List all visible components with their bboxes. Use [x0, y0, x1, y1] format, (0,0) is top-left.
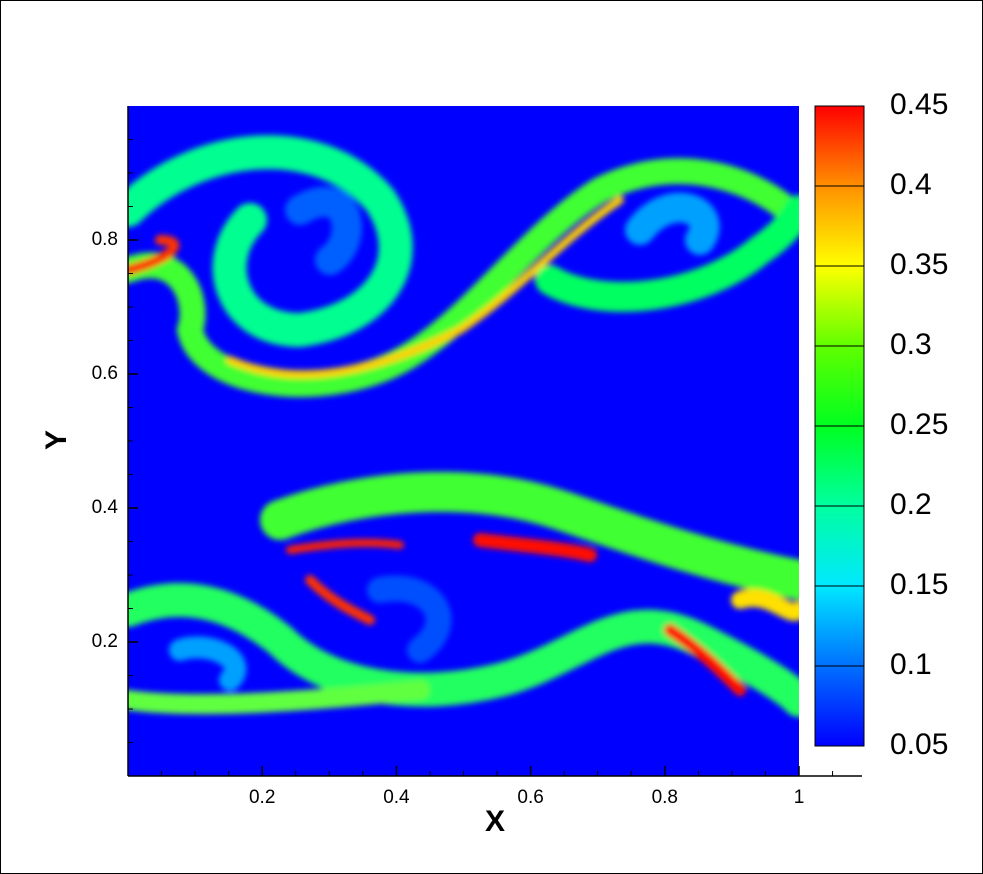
x-tick-label: 1: [794, 787, 805, 808]
x-axis-title: X: [485, 805, 505, 838]
x-tick-label: 0.6: [517, 787, 543, 808]
x-tick-label: 0.4: [383, 787, 410, 808]
x-tick-label: 0.2: [249, 787, 275, 808]
x-tick-label: 0.8: [652, 787, 678, 808]
y-tick-label: 0.6: [92, 363, 118, 384]
colorbar-label: 0.1: [890, 648, 932, 681]
colorbar-label: 0.25: [890, 408, 948, 441]
colorbar-label: 0.4: [890, 168, 932, 201]
field-edge: [799, 100, 811, 780]
y-tick-label: 0.8: [92, 229, 118, 250]
y-tick-label: 0.2: [92, 631, 118, 652]
colorbar-label: 0.45: [890, 88, 948, 121]
colorbar-label: 0.05: [890, 728, 948, 761]
colorbar-label: 0.3: [890, 328, 932, 361]
y-tick-label: 0.4: [92, 497, 119, 518]
colorbar-label: 0.35: [890, 248, 948, 281]
y-axis-title: Y: [40, 430, 73, 450]
colorbar-label: 0.15: [890, 568, 948, 601]
contour-field: [128, 106, 799, 776]
colorbar-label: 0.2: [890, 488, 932, 521]
